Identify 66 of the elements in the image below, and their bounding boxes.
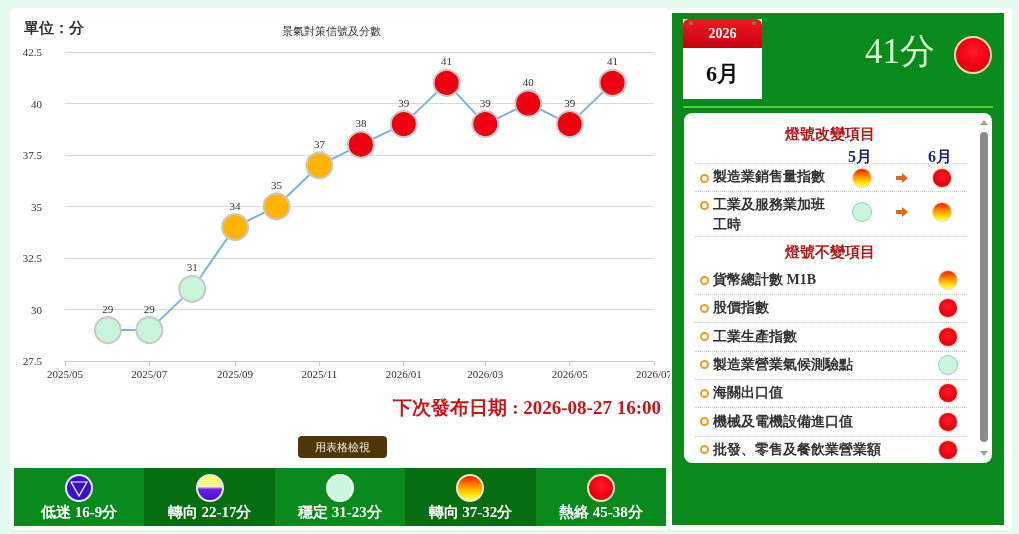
text: 批發、零售及餐飲業營業額 [713,441,881,458]
data-label: 34 [229,199,242,212]
x-tick-label: 2025/07 [131,367,168,380]
point [514,89,543,118]
text: 貨幣總計數 M1B [713,271,817,289]
text: 熱絡 45-38分 [558,504,643,522]
point [598,68,627,97]
text: 燈號不變項目 [785,244,875,262]
text: 燈號改變項目 [785,126,875,144]
data-label: 39 [398,96,410,109]
data-label: 41 [607,55,619,68]
text: 機械及電機設備進口值 [713,413,853,430]
text: 工業及服務業加班工時 [713,196,826,234]
point [389,110,418,139]
text: 41分 [865,31,935,73]
x-tick-label: 2026/07 [635,367,673,380]
text: 穩定 31-23分 [298,504,382,522]
x-tick-label: 2025/05 [46,367,84,380]
text: 6月 [928,147,952,167]
point [305,151,334,180]
data-label: 29 [102,302,114,315]
text: 製造業銷售量指數 [713,168,826,186]
chart-title: 景氣對策信號及分數 [282,24,381,37]
y-tick-label: 37.5 [22,149,43,161]
y-axis-title: 單位：分 [23,19,85,36]
data-label: 39 [564,96,576,109]
text: 低迷 16-9分 [41,504,118,522]
y-tick-label: 35 [31,200,43,213]
point [221,213,250,242]
x-tick-label: 2025/11 [301,367,338,380]
text: 製造業營業氣候測驗點 [713,356,853,373]
text: 海關出口值 [713,385,783,402]
data-label: 40 [522,76,535,88]
data-label: 37 [313,137,326,150]
data-label: 38 [355,117,367,130]
data-label: 29 [143,302,156,315]
text: 轉向 22-17分 [167,504,252,522]
text: 工業生產指數 [713,328,797,345]
data-label: 41 [441,55,453,68]
data-label: 35 [271,179,283,191]
data-label: 31 [186,261,198,274]
text: 轉向 37-32分 [428,504,513,522]
point [346,130,375,159]
x-tick-label: 2026/01 [385,367,422,380]
point [555,110,584,139]
text: 6月 [706,61,739,87]
y-tick-label: 30 [31,303,43,316]
x-tick-label: 2025/09 [217,367,254,380]
point [135,316,164,345]
x-tick-label: 2026/03 [467,367,504,380]
text: 5月 [848,147,872,167]
y-tick-label: 32.5 [22,252,43,264]
button[interactable]: 用表格檢視 [298,436,387,458]
x-tick-label: 2026/05 [551,367,589,380]
y-tick-label: 40 [31,97,43,110]
data-label: 39 [479,96,492,109]
point [262,192,291,221]
point [178,274,207,303]
text: 股價指數 [713,300,769,317]
y-tick-label: 27.5 [22,355,43,367]
text: 下次發布日期 : 2026-08-27 16:00 [393,397,661,419]
point [93,316,122,345]
point [471,110,500,139]
point [432,68,461,97]
y-tick-label: 42.5 [22,46,43,58]
text: 2026 [708,25,737,43]
